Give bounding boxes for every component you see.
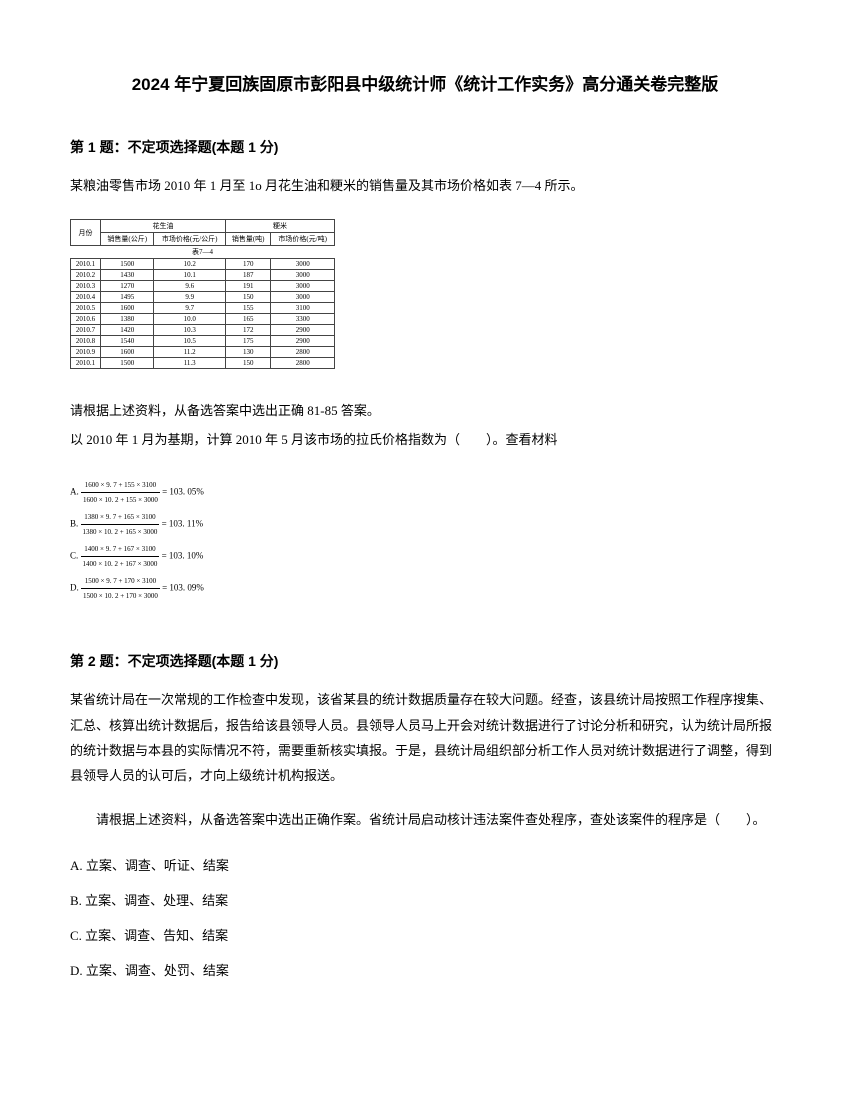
table-cell: 2800: [271, 347, 335, 358]
table-cell: 3000: [271, 292, 335, 303]
table-cell: 2010.5: [71, 303, 101, 314]
table-cell: 191: [226, 281, 271, 292]
table-cell: 150: [226, 292, 271, 303]
table-cell: 170: [226, 259, 271, 270]
table-cell: 2010.3: [71, 281, 101, 292]
table-cell: 2010.1: [71, 259, 101, 270]
table-cell: 9.6: [154, 281, 226, 292]
table-cell: 10.0: [154, 314, 226, 325]
q2-body: 某省统计局在一次常规的工作检查中发现，该省某县的统计数据质量存在较大问题。经查，…: [70, 687, 780, 788]
q1-prompt2: 以 2010 年 1 月为基期，计算 2010 年 5 月该市场的拉氏价格指数为…: [70, 426, 780, 455]
option-item: B. 立案、调查、处理、结案: [70, 885, 780, 916]
table-row: 2010.8154010.51752900: [71, 336, 335, 347]
table-cell: 2010.9: [71, 347, 101, 358]
table-cell: 187: [226, 270, 271, 281]
table-cell: 2010.8: [71, 336, 101, 347]
table-row: 2010.9160011.21302800: [71, 347, 335, 358]
table-cell: 1540: [101, 336, 154, 347]
table-cell: 155: [226, 303, 271, 314]
q1-header: 第 1 题：不定项选择题(本题 1 分): [70, 137, 780, 157]
table-cell: 2010.6: [71, 314, 101, 325]
table-row: 2010.414959.91503000: [71, 292, 335, 303]
table-cell: 130: [226, 347, 271, 358]
table-cell: 2010.1: [71, 358, 101, 369]
table-row: 2010.2143010.11873000: [71, 270, 335, 281]
option-item: D. 立案、调查、处罚、结案: [70, 955, 780, 986]
table-cell: 2010.4: [71, 292, 101, 303]
table-row: 2010.312709.61913000: [71, 281, 335, 292]
q1-options: A. 1600 × 9. 7 + 155 × 31001600 × 10. 2 …: [70, 478, 780, 603]
table-cell: 1380: [101, 314, 154, 325]
option-item: B. 1380 × 9. 7 + 165 × 31001380 × 10. 2 …: [70, 510, 780, 539]
table-caption: 表7—4: [71, 246, 335, 259]
table-cell: 9.7: [154, 303, 226, 314]
table-cell: 2010.2: [71, 270, 101, 281]
table-cell: 3100: [271, 303, 335, 314]
table-cell: 2010.7: [71, 325, 101, 336]
table-cell: 3000: [271, 270, 335, 281]
table-cell: 10.2: [154, 259, 226, 270]
col-sub-d: 市场价格(元/吨): [271, 233, 335, 246]
q2-prompt: 请根据上述资料，从备选答案中选出正确作案。省统计局启动核计违法案件查处程序，查处…: [70, 807, 780, 832]
doc-title: 2024 年宁夏回族固原市彭阳县中级统计师《统计工作实务》高分通关卷完整版: [70, 70, 780, 95]
table-cell: 3000: [271, 259, 335, 270]
table-cell: 11.3: [154, 358, 226, 369]
option-item: D. 1500 × 9. 7 + 170 × 31001500 × 10. 2 …: [70, 574, 780, 603]
table-row: 2010.1150011.31502800: [71, 358, 335, 369]
col-sub-b: 市场价格(元/公斤): [154, 233, 226, 246]
q2-options: A. 立案、调查、听证、结案 B. 立案、调查、处理、结案 C. 立案、调查、告知、…: [70, 850, 780, 987]
table-cell: 1500: [101, 259, 154, 270]
table-row: 2010.516009.71553100: [71, 303, 335, 314]
table-cell: 1420: [101, 325, 154, 336]
q2-header: 第 2 题：不定项选择题(本题 1 分): [70, 651, 780, 671]
table-cell: 1600: [101, 303, 154, 314]
table-cell: 2900: [271, 325, 335, 336]
table-cell: 172: [226, 325, 271, 336]
col-group2: 粳米: [226, 220, 335, 233]
table-cell: 1600: [101, 347, 154, 358]
table-cell: 10.3: [154, 325, 226, 336]
option-item: C. 1400 × 9. 7 + 167 × 31001400 × 10. 2 …: [70, 542, 780, 571]
col-sub-c: 销售量(吨): [226, 233, 271, 246]
table-row: 2010.6138010.01653300: [71, 314, 335, 325]
option-item: C. 立案、调查、告知、结案: [70, 920, 780, 951]
table-cell: 10.1: [154, 270, 226, 281]
table-cell: 1270: [101, 281, 154, 292]
table-cell: 1430: [101, 270, 154, 281]
col-group1: 花生油: [101, 220, 226, 233]
q1-intro: 某粮油零售市场 2010 年 1 月至 1o 月花生油和粳米的销售量及其市场价格…: [70, 173, 780, 199]
table-cell: 165: [226, 314, 271, 325]
table-cell: 3300: [271, 314, 335, 325]
table-cell: 150: [226, 358, 271, 369]
col-sub-a: 销售量(公斤): [101, 233, 154, 246]
table-cell: 1495: [101, 292, 154, 303]
q1-table: 表7—4 月份 花生油 粳米 销售量(公斤) 市场价格(元/公斤) 销售量(吨)…: [70, 219, 335, 369]
table-cell: 10.5: [154, 336, 226, 347]
col-month: 月份: [71, 220, 101, 246]
table-row: 2010.7142010.31722900: [71, 325, 335, 336]
option-item: A. 1600 × 9. 7 + 155 × 31001600 × 10. 2 …: [70, 478, 780, 507]
table-cell: 9.9: [154, 292, 226, 303]
table-cell: 3000: [271, 281, 335, 292]
table-cell: 11.2: [154, 347, 226, 358]
table-cell: 2900: [271, 336, 335, 347]
table-cell: 175: [226, 336, 271, 347]
q1-prompt: 请根据上述资料，从备选答案中选出正确 81-85 答案。 以 2010 年 1 …: [70, 397, 780, 454]
table-cell: 1500: [101, 358, 154, 369]
option-item: A. 立案、调查、听证、结案: [70, 850, 780, 881]
q1-prompt1: 请根据上述资料，从备选答案中选出正确 81-85 答案。: [70, 397, 780, 426]
table-cell: 2800: [271, 358, 335, 369]
table-row: 2010.1150010.21703000: [71, 259, 335, 270]
